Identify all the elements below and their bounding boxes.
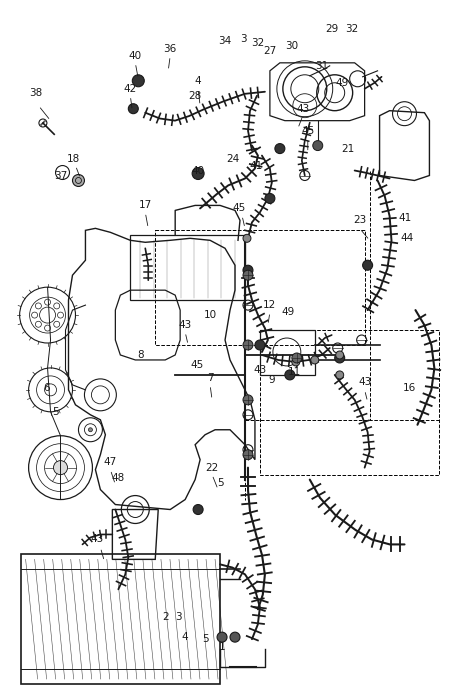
- Circle shape: [275, 144, 285, 154]
- Text: 40: 40: [191, 165, 205, 176]
- Text: 3: 3: [240, 34, 246, 44]
- Circle shape: [243, 450, 253, 459]
- Bar: [260, 330, 439, 475]
- Text: 10: 10: [203, 310, 217, 320]
- Circle shape: [336, 351, 344, 359]
- Text: 8: 8: [137, 350, 144, 360]
- Circle shape: [243, 265, 253, 275]
- Circle shape: [217, 632, 227, 642]
- Text: 43: 43: [91, 534, 104, 545]
- Bar: [155, 230, 365, 345]
- Text: 42: 42: [124, 84, 137, 93]
- Circle shape: [45, 384, 56, 396]
- Text: 22: 22: [205, 463, 219, 473]
- Text: 32: 32: [345, 24, 358, 34]
- Bar: [130, 235, 245, 300]
- Text: 43: 43: [179, 320, 192, 330]
- Text: 47: 47: [104, 457, 117, 466]
- Circle shape: [89, 428, 92, 432]
- Text: 34: 34: [219, 36, 232, 46]
- Text: 6: 6: [43, 383, 50, 393]
- Text: 48: 48: [112, 473, 125, 482]
- Circle shape: [54, 461, 67, 475]
- Text: 49: 49: [281, 307, 294, 317]
- Text: 4: 4: [182, 632, 189, 642]
- Circle shape: [230, 632, 240, 642]
- Text: 12: 12: [263, 300, 276, 310]
- Circle shape: [292, 353, 302, 363]
- Circle shape: [192, 167, 204, 179]
- Circle shape: [311, 356, 319, 364]
- Circle shape: [243, 235, 251, 242]
- Text: 41: 41: [249, 161, 263, 170]
- Text: 29: 29: [325, 24, 338, 34]
- Text: 45: 45: [232, 203, 246, 213]
- Circle shape: [285, 370, 295, 380]
- Text: 5: 5: [217, 477, 223, 488]
- Circle shape: [243, 340, 253, 350]
- Bar: [21, 554, 220, 684]
- Text: 18: 18: [67, 154, 80, 163]
- Text: 36: 36: [164, 44, 177, 54]
- Circle shape: [335, 353, 345, 363]
- Text: 43: 43: [296, 104, 310, 113]
- Text: 37: 37: [54, 170, 67, 181]
- Circle shape: [132, 75, 144, 86]
- Text: 31: 31: [315, 61, 328, 71]
- Text: 24: 24: [227, 154, 240, 163]
- Circle shape: [313, 140, 323, 151]
- Text: 17: 17: [138, 201, 152, 210]
- Circle shape: [336, 371, 344, 379]
- Text: 3: 3: [175, 612, 182, 622]
- Circle shape: [40, 307, 55, 323]
- Circle shape: [193, 504, 203, 515]
- Text: 21: 21: [341, 143, 354, 154]
- Text: 41: 41: [399, 213, 412, 224]
- Text: 5: 5: [202, 634, 209, 644]
- Bar: [260, 330, 315, 375]
- Text: 45: 45: [301, 126, 314, 136]
- Text: 9: 9: [269, 375, 275, 385]
- Text: 28: 28: [189, 91, 202, 101]
- Text: 40: 40: [129, 51, 142, 61]
- Text: 32: 32: [251, 38, 264, 48]
- Text: 11: 11: [288, 367, 301, 377]
- Text: 27: 27: [263, 46, 276, 56]
- Text: 43: 43: [358, 377, 371, 387]
- Text: 30: 30: [285, 41, 299, 51]
- Text: 44: 44: [401, 233, 414, 244]
- Circle shape: [255, 340, 265, 350]
- Circle shape: [292, 358, 300, 366]
- Text: 38: 38: [29, 88, 42, 98]
- Text: 43: 43: [253, 365, 266, 375]
- Circle shape: [243, 270, 253, 280]
- Text: 1: 1: [219, 642, 225, 652]
- Circle shape: [243, 395, 253, 405]
- Circle shape: [265, 194, 275, 203]
- Circle shape: [128, 104, 138, 113]
- Text: 49: 49: [335, 78, 348, 88]
- Text: 23: 23: [353, 215, 366, 226]
- Text: 2: 2: [162, 612, 169, 622]
- Text: 4: 4: [195, 76, 201, 86]
- Text: 7: 7: [207, 373, 213, 383]
- Text: 16: 16: [403, 383, 416, 393]
- Circle shape: [73, 174, 84, 186]
- Circle shape: [363, 260, 373, 270]
- Text: 45: 45: [191, 360, 204, 370]
- Text: 5: 5: [52, 407, 59, 417]
